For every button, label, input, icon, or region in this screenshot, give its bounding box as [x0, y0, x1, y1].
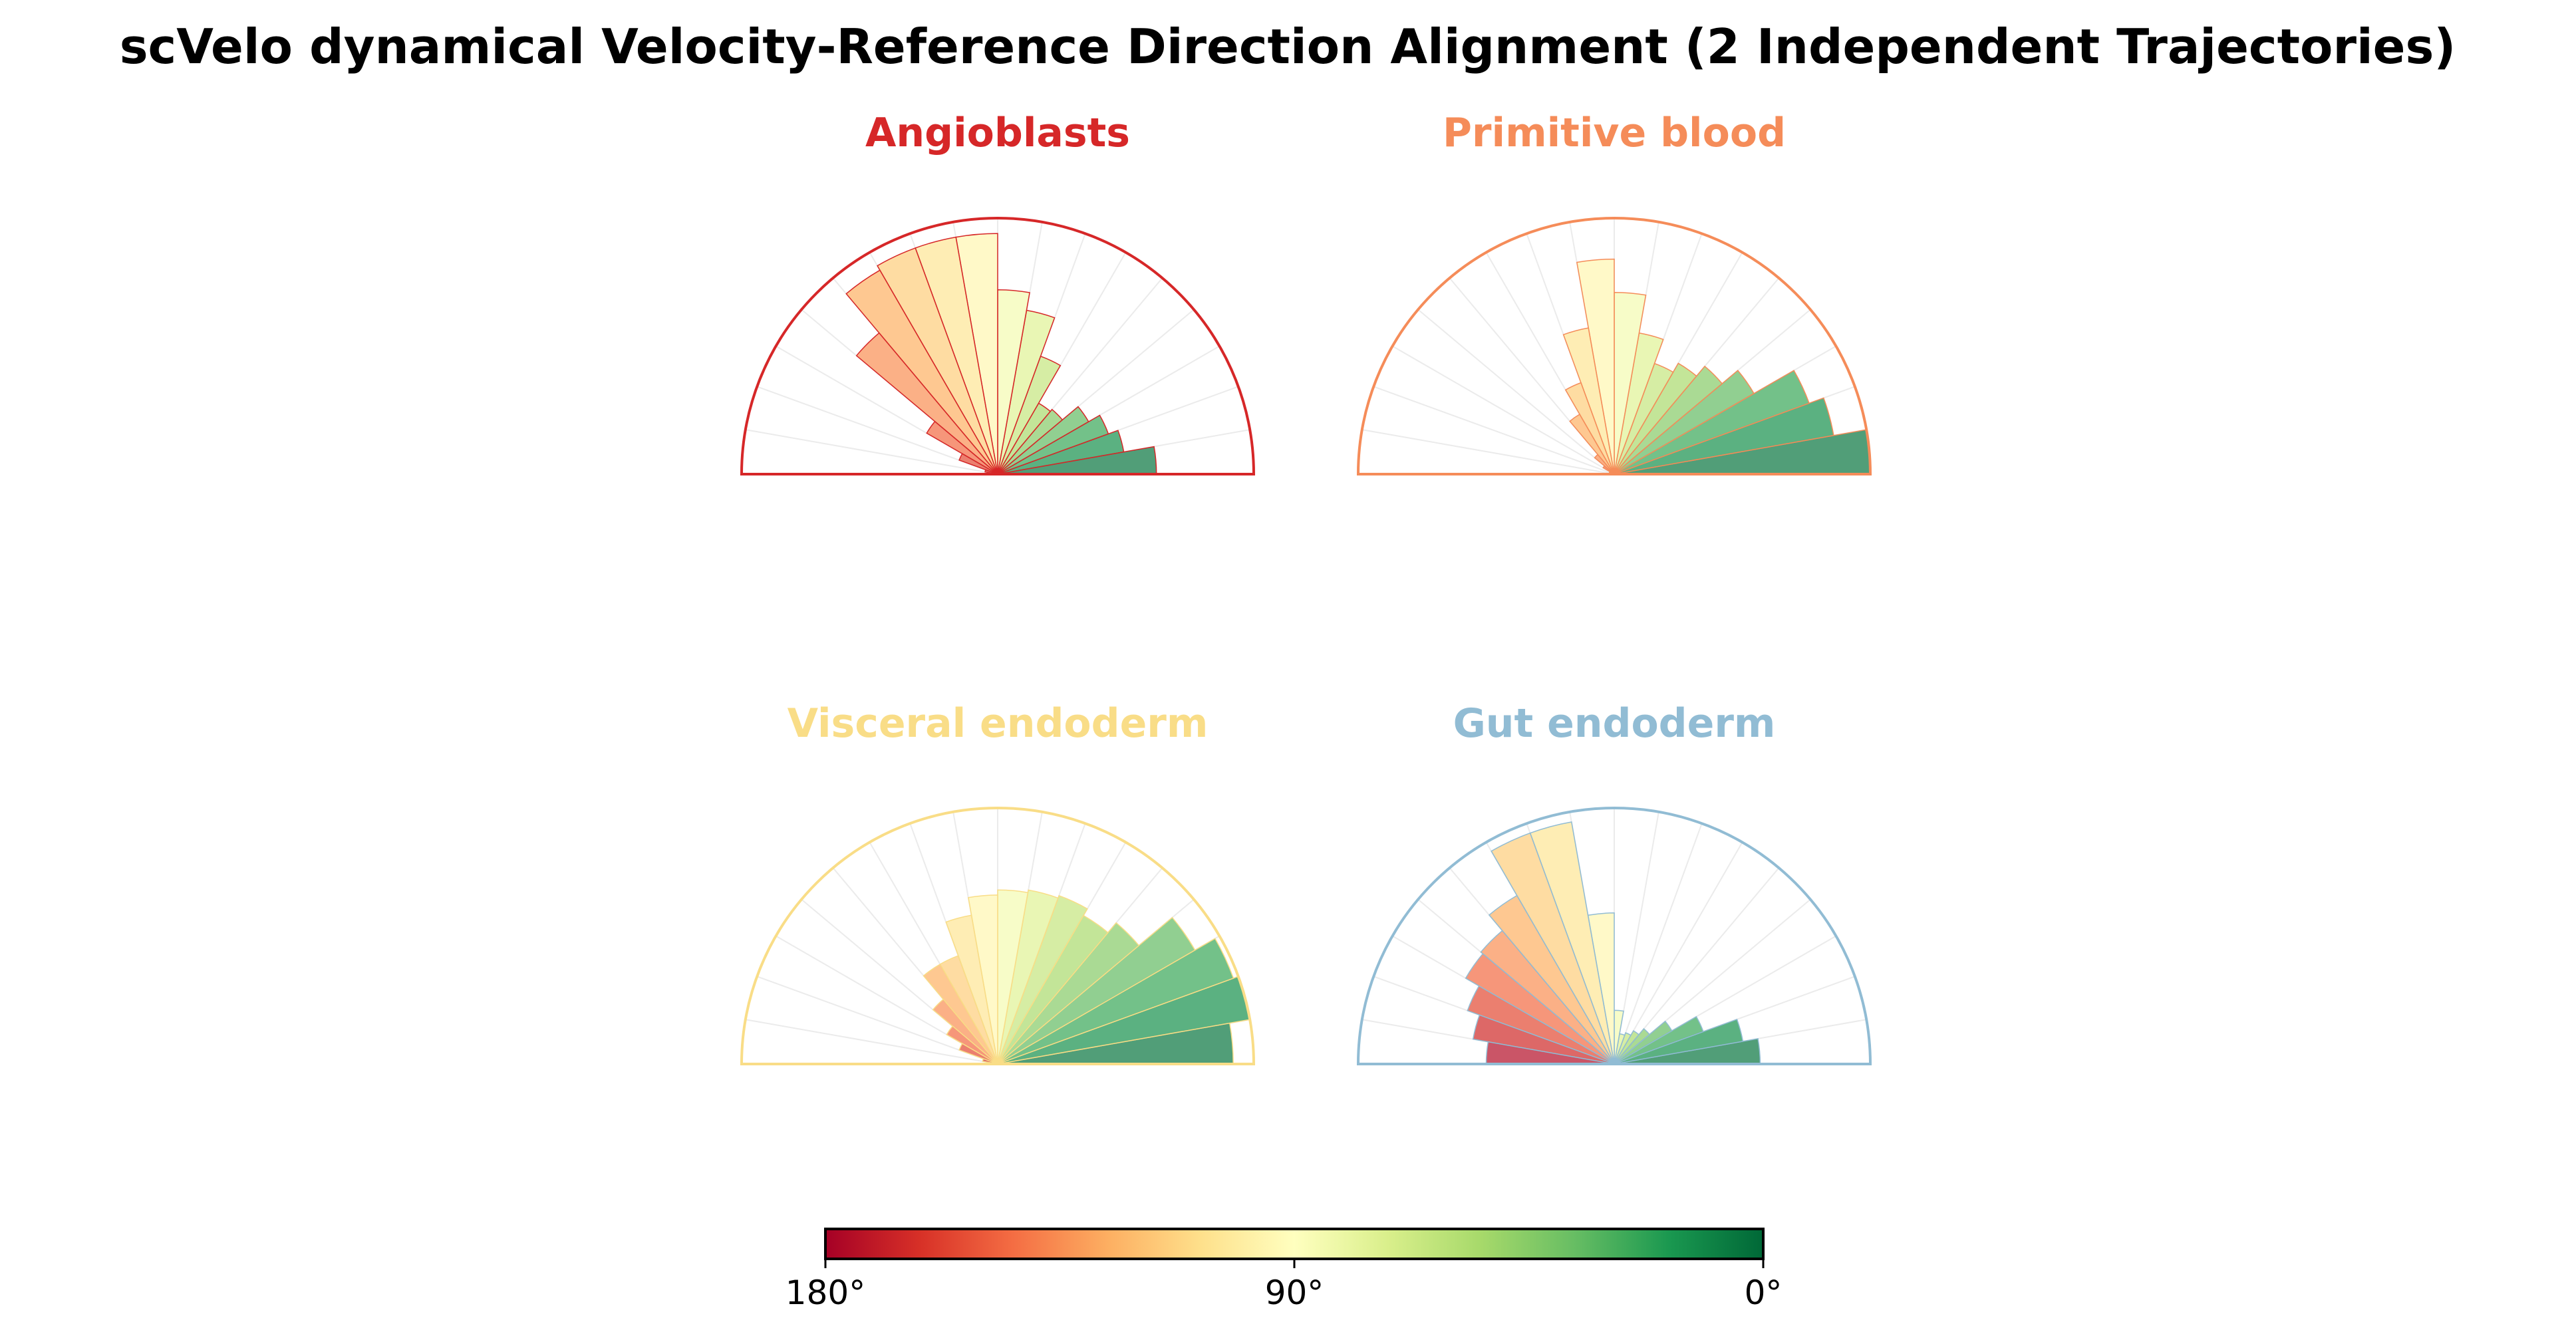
panel-visceral-endoderm: Visceral endoderm: [740, 700, 1256, 1065]
bar: [1564, 382, 1615, 475]
bar: [1614, 1015, 1704, 1065]
bar: [1472, 1014, 1615, 1065]
polar-frame: [740, 807, 1256, 1065]
grid-line: [756, 386, 998, 475]
bar: [997, 922, 1140, 1065]
bar: [926, 420, 998, 475]
colorbar-gradient: [824, 1228, 1765, 1260]
bar: [958, 1043, 998, 1065]
grid-line: [1373, 386, 1615, 475]
bar: [1480, 930, 1615, 1065]
panel-title: Visceral endoderm: [787, 700, 1209, 747]
colorbar-ticks: 180° 90° 0°: [786, 1259, 1783, 1312]
panel-title: Primitive blood: [1443, 110, 1786, 156]
bar: [945, 914, 998, 1065]
bar: [1614, 370, 1810, 475]
polar-frame: [740, 217, 1256, 475]
bar: [997, 889, 1029, 1065]
bar: [997, 414, 1109, 475]
bar: [1614, 370, 1755, 475]
panel-primitive-blood: Primitive blood: [1356, 110, 1872, 475]
colorbar-tick-label: 90°: [1265, 1273, 1324, 1312]
polar-frame: [1356, 807, 1872, 1065]
grid-line: [756, 976, 998, 1065]
colorbar-tick-label: 180°: [786, 1273, 865, 1312]
bar: [1569, 413, 1615, 475]
bar: [1467, 985, 1615, 1065]
bar: [1488, 894, 1615, 1065]
bar: [1562, 327, 1615, 475]
grid-line: [745, 429, 998, 475]
bar: [997, 430, 1125, 475]
bar: [932, 998, 998, 1065]
bar: [1594, 454, 1615, 475]
chart-title: scVelo dynamical Velocity-Reference Dire…: [120, 19, 2456, 74]
polar-frame: [1356, 217, 1872, 475]
colorbar-tick-label: 0°: [1745, 1273, 1783, 1312]
colorbar: 180° 90° 0°: [786, 1228, 1783, 1312]
panel-gut-endoderm: Gut endoderm: [1356, 700, 1872, 1065]
bar: [1465, 953, 1615, 1065]
bar: [1614, 362, 1697, 475]
bar: [877, 247, 998, 475]
bar: [946, 1025, 998, 1065]
bar: [1614, 397, 1834, 475]
grid-line: [745, 1019, 998, 1065]
bar: [1491, 832, 1615, 1065]
grid-line: [1614, 823, 1703, 1065]
panel-title: Angioblasts: [865, 110, 1130, 156]
bar: [1614, 1032, 1632, 1065]
panel-angioblasts: Angioblasts: [740, 110, 1256, 475]
panel-title: Gut endoderm: [1453, 700, 1776, 747]
bar: [997, 406, 1089, 475]
bar: [1614, 1029, 1640, 1065]
polar-panels: Angioblasts Primitive blood Visceral endod…: [740, 110, 1872, 1065]
grid-line: [1392, 345, 1615, 475]
bar: [997, 408, 1064, 475]
grid-line: [1361, 429, 1615, 475]
bar: [997, 916, 1196, 1065]
grid-line: [1417, 309, 1615, 475]
bar: [923, 963, 998, 1065]
bar: [997, 938, 1234, 1065]
grid-line: [1614, 842, 1743, 1065]
bar: [1614, 1027, 1651, 1065]
bar: [958, 453, 998, 475]
bar: [1614, 365, 1723, 475]
bar: [855, 332, 998, 475]
bar: [1614, 1020, 1673, 1065]
bar: [997, 894, 1088, 1065]
bar: [997, 889, 1059, 1065]
bar: [845, 269, 998, 475]
